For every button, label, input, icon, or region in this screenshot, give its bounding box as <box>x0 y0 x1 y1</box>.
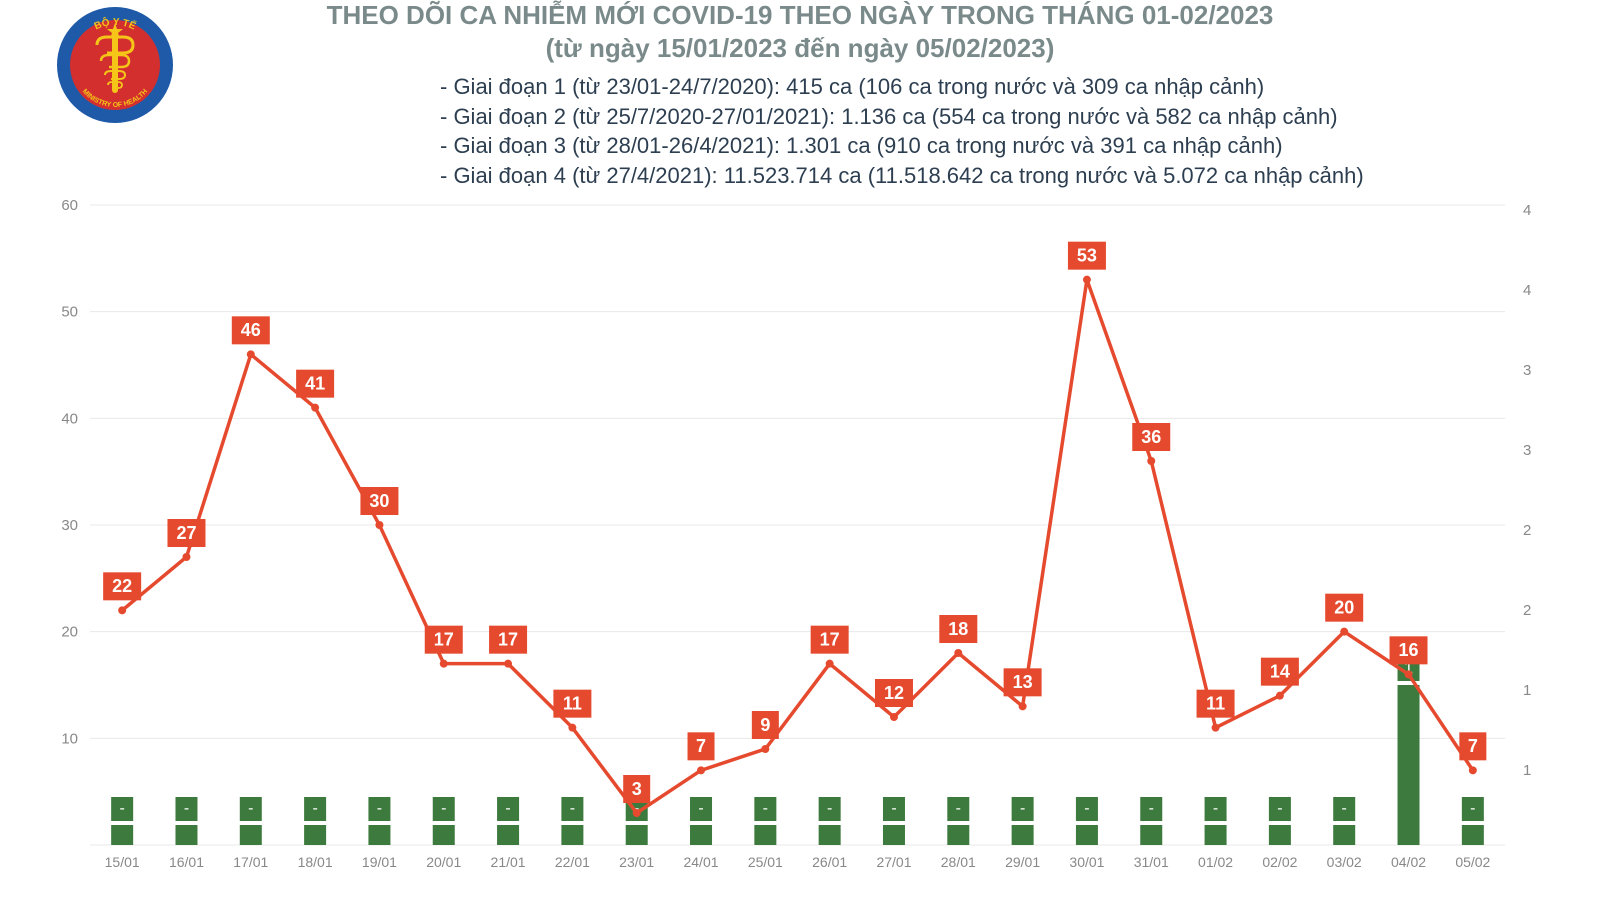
svg-text:-: - <box>827 800 832 817</box>
svg-text:-: - <box>441 800 446 817</box>
svg-text:-: - <box>570 800 575 817</box>
svg-text:17: 17 <box>820 629 840 649</box>
svg-text:18: 18 <box>948 619 968 639</box>
chart: 1020304050604433221115/0116/0117/0118/01… <box>45 195 1550 879</box>
svg-text:19/01: 19/01 <box>362 854 397 870</box>
svg-text:46: 46 <box>241 320 261 340</box>
svg-text:22: 22 <box>112 576 132 596</box>
svg-text:22/01: 22/01 <box>555 854 590 870</box>
svg-text:-: - <box>698 800 703 817</box>
svg-text:30/01: 30/01 <box>1069 854 1104 870</box>
svg-text:-: - <box>1084 800 1089 817</box>
svg-text:01/02: 01/02 <box>1198 854 1233 870</box>
ministry-of-health-logo: BỘ Y TẾ MINISTRY OF HEALTH <box>55 5 175 125</box>
svg-text:04/02: 04/02 <box>1391 854 1426 870</box>
title-line-1: THEO DÕI CA NHIỄM MỚI COVID-19 THEO NGÀY… <box>40 0 1560 31</box>
svg-text:17/01: 17/01 <box>233 854 268 870</box>
svg-text:4: 4 <box>1523 202 1531 219</box>
phase-3: - Giai đoạn 3 (từ 28/01-26/4/2021): 1.30… <box>440 131 1560 161</box>
phase-2: - Giai đoạn 2 (từ 25/7/2020-27/01/2021):… <box>440 102 1560 132</box>
svg-text:1: 1 <box>1523 682 1531 699</box>
svg-text:1: 1 <box>1523 762 1531 779</box>
svg-text:60: 60 <box>61 197 78 214</box>
svg-text:-: - <box>377 800 382 817</box>
svg-text:-: - <box>1213 800 1218 817</box>
svg-text:02/02: 02/02 <box>1262 854 1297 870</box>
svg-text:2: 2 <box>1523 602 1531 619</box>
svg-text:3: 3 <box>632 779 642 799</box>
svg-text:36: 36 <box>1141 427 1161 447</box>
svg-text:11: 11 <box>1206 693 1225 713</box>
svg-text:-: - <box>1020 800 1025 817</box>
svg-text:25/01: 25/01 <box>748 854 783 870</box>
svg-text:40: 40 <box>61 410 78 427</box>
svg-text:-: - <box>1470 800 1475 817</box>
title-block: THEO DÕI CA NHIỄM MỚI COVID-19 THEO NGÀY… <box>40 0 1560 64</box>
svg-text:-: - <box>248 800 253 817</box>
svg-text:27: 27 <box>176 523 196 543</box>
svg-text:-: - <box>1342 800 1347 817</box>
svg-text:-: - <box>505 800 510 817</box>
svg-text:41: 41 <box>305 373 325 393</box>
svg-text:2: 2 <box>1523 522 1531 539</box>
svg-text:23/01: 23/01 <box>619 854 654 870</box>
svg-text:10: 10 <box>61 730 78 747</box>
svg-text:20/01: 20/01 <box>426 854 461 870</box>
svg-text:16: 16 <box>1399 640 1419 660</box>
svg-text:4: 4 <box>1523 282 1531 299</box>
svg-text:7: 7 <box>696 736 706 756</box>
svg-text:17: 17 <box>434 629 454 649</box>
svg-text:-: - <box>1277 800 1282 817</box>
svg-text:26/01: 26/01 <box>812 854 847 870</box>
svg-text:9: 9 <box>760 715 770 735</box>
phase-summary: - Giai đoạn 1 (từ 23/01-24/7/2020): 415 … <box>40 72 1560 191</box>
phase-1: - Giai đoạn 1 (từ 23/01-24/7/2020): 415 … <box>440 72 1560 102</box>
svg-text:03/02: 03/02 <box>1327 854 1362 870</box>
chart-svg: 1020304050604433221115/0116/0117/0118/01… <box>45 195 1550 879</box>
svg-text:-: - <box>763 800 768 817</box>
svg-text:53: 53 <box>1077 245 1097 265</box>
svg-text:-: - <box>312 800 317 817</box>
svg-text:20: 20 <box>1334 597 1354 617</box>
svg-text:18/01: 18/01 <box>298 854 333 870</box>
svg-text:29/01: 29/01 <box>1005 854 1040 870</box>
svg-text:28/01: 28/01 <box>941 854 976 870</box>
phase-4: - Giai đoạn 4 (từ 27/4/2021): 11.523.714… <box>440 161 1560 191</box>
svg-text:24/01: 24/01 <box>683 854 718 870</box>
svg-text:20: 20 <box>61 624 78 641</box>
header: BỘ Y TẾ MINISTRY OF HEALTH THEO DÕI CA N… <box>0 0 1600 191</box>
svg-text:-: - <box>956 800 961 817</box>
svg-text:11: 11 <box>563 693 582 713</box>
svg-text:21/01: 21/01 <box>491 854 526 870</box>
svg-text:12: 12 <box>884 683 904 703</box>
svg-text:17: 17 <box>498 629 518 649</box>
svg-text:05/02: 05/02 <box>1455 854 1490 870</box>
svg-text:15/01: 15/01 <box>105 854 140 870</box>
svg-text:13: 13 <box>1013 672 1033 692</box>
svg-text:50: 50 <box>61 304 78 321</box>
svg-text:-: - <box>1149 800 1154 817</box>
svg-text:-: - <box>184 800 189 817</box>
svg-text:-: - <box>891 800 896 817</box>
svg-text:3: 3 <box>1523 362 1531 379</box>
svg-text:30: 30 <box>369 491 389 511</box>
svg-text:27/01: 27/01 <box>876 854 911 870</box>
svg-text:7: 7 <box>1468 736 1478 756</box>
title-line-2: (từ ngày 15/01/2023 đến ngày 05/02/2023) <box>40 33 1560 64</box>
svg-text:16/01: 16/01 <box>169 854 204 870</box>
svg-text:30: 30 <box>61 517 78 534</box>
svg-text:-: - <box>119 800 124 817</box>
svg-text:31/01: 31/01 <box>1134 854 1169 870</box>
svg-text:14: 14 <box>1270 661 1290 681</box>
svg-text:3: 3 <box>1523 442 1531 459</box>
